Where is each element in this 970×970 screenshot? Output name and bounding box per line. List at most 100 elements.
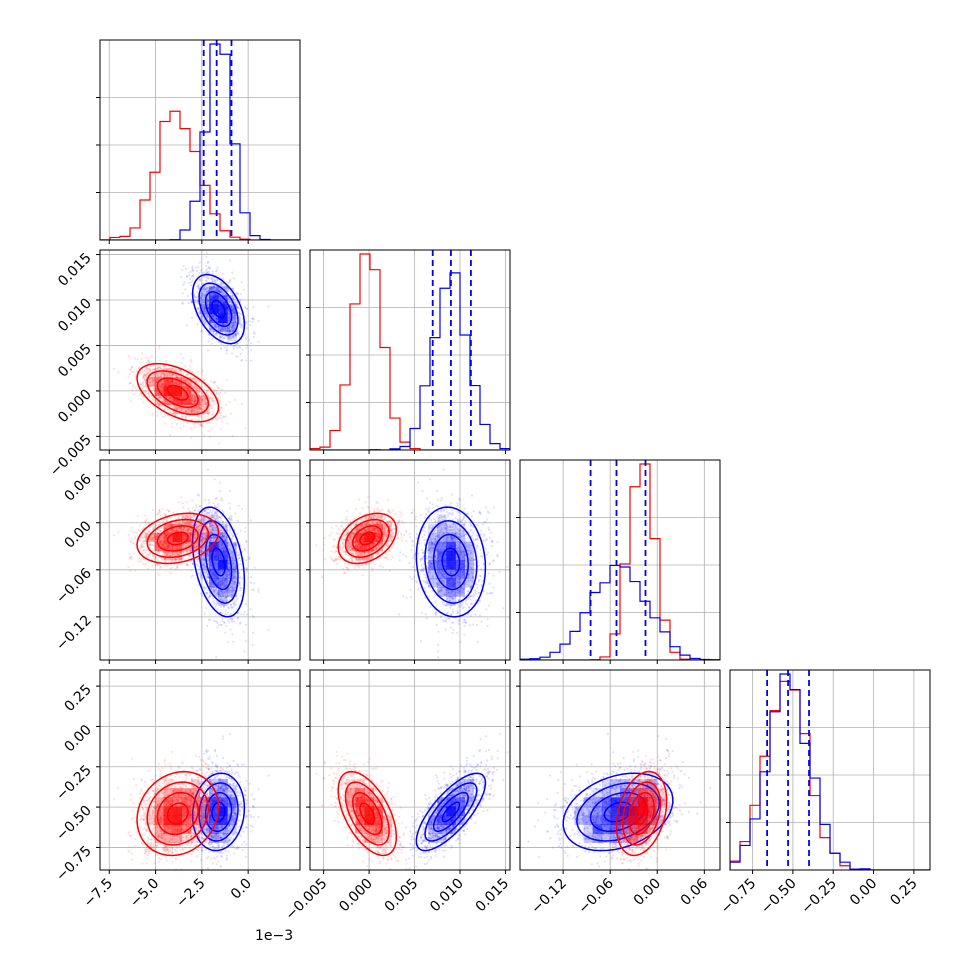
scatter-point: [210, 525, 213, 528]
scatter-point: [213, 536, 216, 539]
scatter-point: [170, 399, 173, 402]
scatter-point: [235, 332, 239, 336]
scatter-point: [143, 374, 146, 377]
scatter-point: [222, 510, 225, 514]
scatter-point: [193, 386, 196, 389]
scatter-point: [139, 372, 142, 375]
scatter-point: [206, 314, 210, 318]
scatter-point: [220, 335, 223, 338]
scatter-point: [159, 372, 162, 375]
scatter-point: [202, 563, 205, 566]
scatter-point: [181, 357, 184, 360]
scatter-point: [213, 539, 216, 542]
scatter-point: [206, 299, 209, 302]
scatter-point: [139, 392, 142, 395]
scatter-point: [231, 309, 234, 312]
scatter-point: [239, 346, 242, 349]
scatter-point: [204, 310, 207, 313]
scatter-point: [243, 650, 246, 653]
scatter-point: [199, 407, 203, 411]
scatter-point: [158, 403, 161, 406]
scatter-point: [196, 370, 199, 373]
scatter-point: [132, 531, 135, 534]
scatter-point: [152, 376, 155, 379]
scatter-point: [182, 506, 185, 509]
scatter-point: [219, 291, 222, 294]
scatter-point: [228, 327, 231, 330]
scatter-point: [233, 333, 236, 336]
scatter-point: [158, 384, 161, 387]
scatter-point: [217, 386, 220, 390]
scatter-point: [196, 493, 199, 496]
scatter-point: [193, 409, 196, 412]
scatter-point: [250, 588, 253, 591]
scatter-point: [239, 352, 242, 355]
scatter-point: [193, 386, 196, 389]
scatter-point: [203, 305, 206, 308]
scatter-point: [152, 387, 155, 391]
scatter-point: [228, 502, 231, 505]
scatter-point: [236, 551, 239, 554]
scatter-point: [198, 407, 201, 410]
scatter-point: [241, 358, 244, 361]
scatter-point: [148, 382, 152, 385]
scatter-point: [150, 394, 153, 397]
scatter-point: [183, 379, 186, 382]
scatter-point: [200, 299, 204, 302]
scatter-point: [237, 306, 240, 310]
scatter-point: [205, 410, 209, 413]
scatter-point: [231, 633, 234, 636]
scatter-point: [228, 621, 231, 624]
scatter-point: [220, 428, 223, 431]
scatter-point: [227, 568, 230, 571]
scatter-point: [156, 401, 159, 404]
scatter-point: [203, 520, 206, 523]
scatter-point: [162, 365, 166, 368]
scatter-point: [169, 516, 172, 519]
scatter-point: [214, 527, 217, 530]
scatter-point: [227, 281, 230, 284]
y-tick-label-3: 0.010: [55, 296, 95, 336]
scatter-point: [170, 425, 173, 428]
scatter-point: [160, 558, 163, 561]
scatter-point: [196, 285, 199, 288]
scatter-point: [204, 415, 207, 418]
scatter-point: [198, 419, 201, 422]
scatter-point: [161, 383, 164, 386]
scatter-point: [227, 336, 230, 339]
scatter-point: [217, 386, 220, 389]
scatter-point: [206, 268, 209, 271]
scatter-point: [163, 374, 166, 377]
scatter-point: [228, 517, 231, 520]
scatter-point: [220, 406, 223, 409]
scatter-point: [214, 536, 217, 539]
scatter-point: [231, 434, 234, 437]
scatter-point: [194, 296, 197, 299]
scatter-point: [212, 330, 215, 333]
scatter-point: [147, 392, 150, 395]
scatter-point: [233, 601, 236, 604]
scatter-point: [252, 317, 255, 321]
scatter-point: [171, 373, 174, 376]
scatter-point: [234, 320, 237, 323]
scatter-point: [196, 414, 199, 418]
scatter-point: [221, 592, 224, 595]
scatter-point: [203, 293, 206, 296]
scatter-point: [234, 542, 237, 545]
scatter-point: [224, 332, 227, 335]
scatter-point: [236, 332, 239, 335]
scatter-point: [148, 384, 151, 387]
scatter-point: [218, 489, 222, 493]
scatter-point: [218, 593, 221, 596]
scatter-point: [216, 547, 219, 550]
scatter-point: [176, 413, 179, 416]
scatter-point: [230, 585, 233, 589]
scatter-point: [223, 346, 226, 349]
scatter-point: [213, 403, 216, 406]
scatter-point: [214, 580, 217, 583]
scatter-point: [198, 407, 201, 410]
scatter-point: [200, 548, 203, 551]
scatter-point: [129, 382, 132, 385]
scatter-point: [236, 292, 239, 295]
scatter-point: [190, 301, 194, 304]
